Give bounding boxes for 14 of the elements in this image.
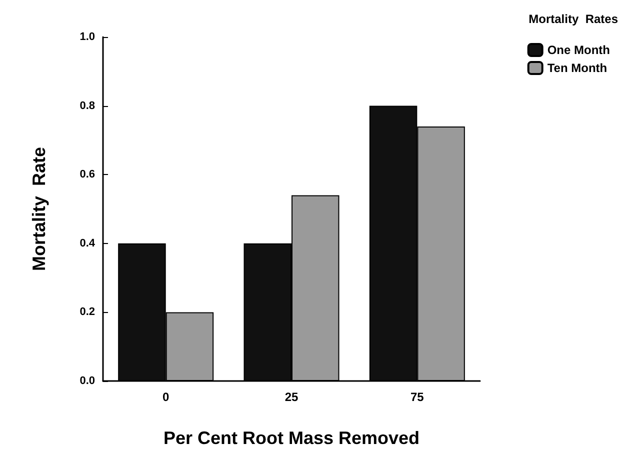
legend-label: One Month	[547, 43, 610, 57]
x-axis-title: Per Cent Root Mass Removed	[163, 428, 420, 448]
y-tick-label: 1.0	[80, 31, 95, 43]
y-tick-label: 0.6	[80, 168, 95, 181]
y-tick-label: 0.0	[80, 375, 95, 387]
y-tick-label: 0.4	[80, 237, 96, 250]
x-tick-label: 75	[410, 390, 424, 404]
y-tick-label: 0.2	[80, 306, 95, 318]
legend-title: Mortality Rates	[528, 12, 618, 26]
y-axis-title: Mortality Rate	[29, 146, 49, 272]
legend-label: Ten Month	[547, 61, 608, 75]
y-tick-label: 0.8	[80, 100, 95, 112]
x-tick-label: 25	[284, 390, 298, 404]
x-tick-label: 0	[162, 390, 170, 404]
